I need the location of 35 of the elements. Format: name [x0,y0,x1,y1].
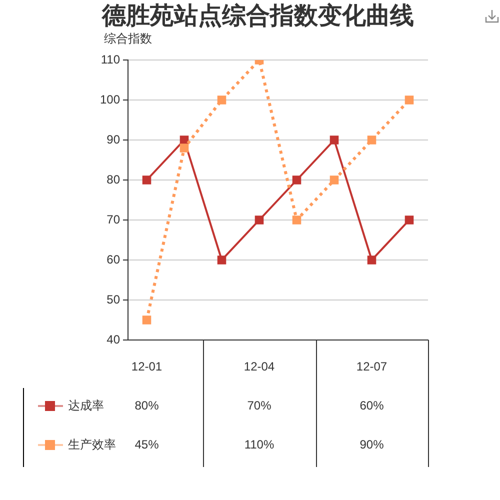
chart-title: 德胜苑站点综合指数变化曲线 [101,2,414,30]
y-tick-label: 60 [106,252,120,266]
data-label: 80% [134,398,160,412]
y-axis-title: 综合指数 [104,31,152,46]
point [180,144,189,152]
point [367,136,376,144]
y-tick-label: 50 [106,292,120,306]
point [404,96,414,104]
y-tick-label: 90 [106,132,120,146]
point [367,256,376,264]
data-label: 70% [247,398,272,412]
y-tick-label: 40 [106,332,120,346]
y-tick-label: 110 [100,52,120,66]
point [292,216,302,224]
y-tick-label: 100 [100,92,120,106]
y-tick-label: 80 [106,172,120,186]
point [404,216,414,224]
point [254,216,264,224]
legend-label: 生产效率 [68,437,116,452]
legend-label: 达成率 [68,398,104,412]
x-tick-label: 12-04 [244,360,275,374]
point [142,176,152,184]
data-label: 60% [360,398,384,412]
point [142,316,152,324]
point [330,176,339,184]
point [217,256,226,264]
data-label: 110% [244,437,274,452]
x-tick-label: 12-01 [131,360,162,374]
y-tick-label: 70 [106,212,120,226]
point [292,176,302,184]
point [217,96,226,104]
x-tick-label: 12-07 [356,360,388,374]
data-label: 90% [360,437,384,452]
point [330,136,339,144]
data-label: 45% [134,437,160,452]
